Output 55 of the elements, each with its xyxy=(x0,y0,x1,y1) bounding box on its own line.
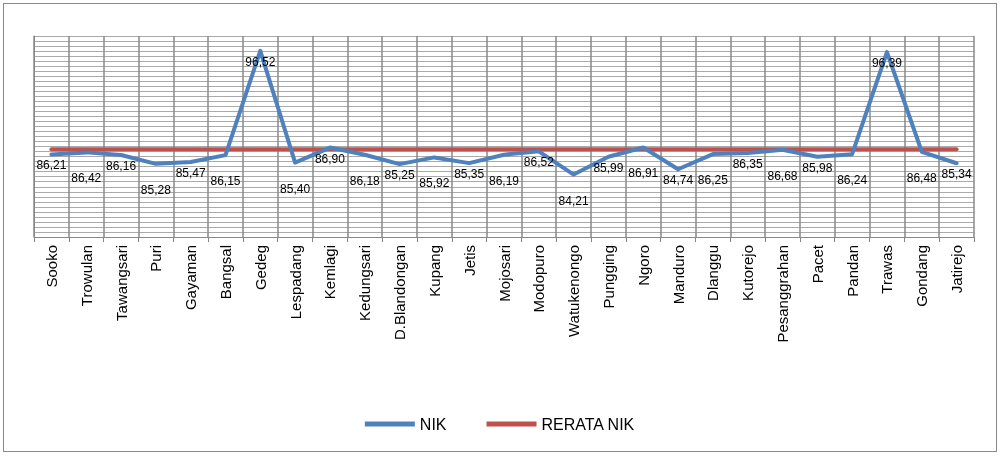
x-tick-label: Pungging xyxy=(599,245,617,309)
x-tick-label: Jetis xyxy=(460,245,478,276)
legend-label: RERATA NIK xyxy=(541,415,635,433)
data-label: 86,52 xyxy=(523,155,555,170)
x-tick-label: Dlanggu xyxy=(704,245,722,301)
x-tick-label: Manduro xyxy=(669,245,687,305)
x-tick-label: Lespadang xyxy=(286,245,304,320)
data-label: 86,16 xyxy=(106,158,137,173)
data-label: 86,91 xyxy=(628,166,659,181)
x-tick-label: Tawangsari xyxy=(112,245,130,321)
x-tick-label: Ngoro xyxy=(634,245,652,286)
data-label: 84,21 xyxy=(558,193,589,208)
data-label: 86,48 xyxy=(906,170,938,185)
legend-label: NIK xyxy=(419,415,447,433)
x-tick-label: Jatirejo xyxy=(948,245,966,294)
data-label: 86,18 xyxy=(349,173,381,188)
x-tick-label: Kutorejo xyxy=(739,245,757,301)
x-tick-label: Kedungsari xyxy=(356,245,374,321)
data-label: 86,25 xyxy=(697,173,729,188)
x-tick-label: Sooko xyxy=(42,245,60,288)
x-tick-label: Gayaman xyxy=(182,245,200,311)
data-label: 86,19 xyxy=(488,173,520,188)
x-tick-label: Trowulan xyxy=(77,245,95,307)
x-tick-label: D.Blandongan xyxy=(391,245,409,341)
x-tick-label: Kemlagi xyxy=(321,245,339,300)
data-label: 86,21 xyxy=(36,158,67,173)
x-tick-label: Kupang xyxy=(425,245,443,297)
data-label: 85,34 xyxy=(941,167,972,182)
data-label: 85,35 xyxy=(454,167,485,182)
x-tick-label: Bangsal xyxy=(216,245,234,300)
data-label: 86,24 xyxy=(837,173,868,188)
x-tick-label: Mojosari xyxy=(495,245,513,302)
x-tick-label: Gedeg xyxy=(251,245,269,291)
data-label: 86,90 xyxy=(314,151,346,166)
data-label: 86,42 xyxy=(71,171,102,186)
data-label: 85,47 xyxy=(175,165,207,180)
data-label: 86,35 xyxy=(732,157,764,172)
data-label: 85,98 xyxy=(802,160,833,175)
x-tick-label: Pacet xyxy=(808,244,826,284)
data-label: 85,25 xyxy=(384,168,415,183)
x-tick-label: Pesanggrahan xyxy=(774,245,792,343)
data-label: 85,28 xyxy=(140,182,172,197)
x-tick-label: Gondang xyxy=(913,245,931,307)
data-label: 84,74 xyxy=(663,173,694,188)
data-label: 96,39 xyxy=(871,56,903,71)
x-tick-label: Modopuro xyxy=(530,245,548,313)
data-label: 85,99 xyxy=(593,160,624,175)
x-tick-label: Watukenongo xyxy=(565,245,583,338)
x-tick-label: Trawas xyxy=(878,245,896,294)
x-tick-label: Puri xyxy=(147,245,165,272)
data-label: 86,15 xyxy=(210,174,241,189)
data-label: 85,40 xyxy=(280,181,311,196)
x-tick-label: Pandan xyxy=(843,245,861,297)
data-label: 85,92 xyxy=(419,176,450,191)
data-label: 86,68 xyxy=(767,168,798,183)
